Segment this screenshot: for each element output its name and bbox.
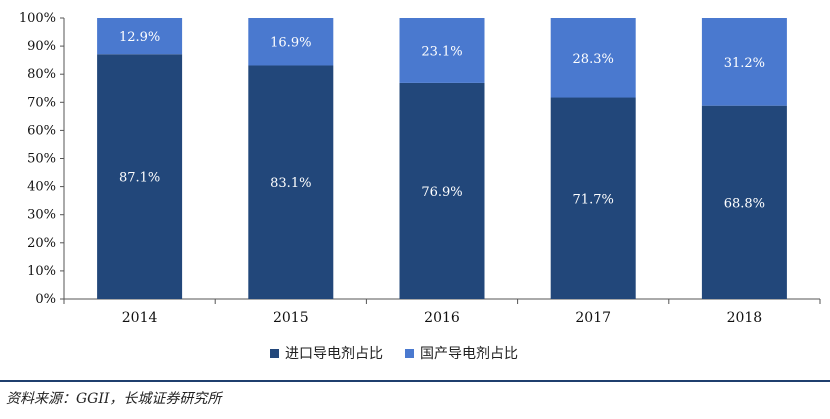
- x-tick-label: 2014: [122, 310, 158, 326]
- y-tick-label: 40%: [27, 180, 56, 195]
- legend-swatch-domestic: [405, 348, 414, 358]
- legend-label-import: 进口导电剂占比: [285, 346, 383, 362]
- data-label: 28.3%: [573, 52, 614, 67]
- source-divider: [0, 380, 830, 382]
- y-tick-label: 80%: [27, 67, 56, 82]
- source-note: 资料来源：GGII，长城证券研究所: [6, 391, 222, 407]
- data-label: 12.9%: [119, 30, 160, 45]
- y-tick-label: 90%: [27, 39, 56, 54]
- data-label: 71.7%: [573, 192, 614, 207]
- bar-segment: [701, 105, 787, 299]
- legend-label-domestic: 国产导电剂占比: [420, 346, 518, 362]
- x-tick-label: 2016: [424, 310, 460, 326]
- bar-segment: [550, 18, 636, 98]
- data-label: 31.2%: [724, 56, 765, 71]
- x-tick-label: 2018: [727, 310, 763, 326]
- legend-item-import: 进口导电剂占比: [270, 343, 383, 363]
- y-tick-label: 0%: [35, 292, 56, 307]
- bar-segment: [701, 18, 787, 106]
- data-label: 23.1%: [421, 44, 462, 59]
- y-tick-label: 60%: [27, 123, 56, 138]
- data-label: 16.9%: [270, 36, 311, 51]
- legend-swatch-import: [270, 348, 279, 358]
- data-label: 76.9%: [421, 185, 462, 200]
- bar-segment: [550, 97, 636, 299]
- y-tick-label: 50%: [27, 152, 56, 167]
- bar-segment: [248, 65, 334, 299]
- stacked-bar-chart: 0% 10% 20% 30% 40% 50% 60% 70% 80% 90% 100% 87.1% 12…: [19, 11, 821, 326]
- data-label: 83.1%: [270, 176, 311, 191]
- bar-segment: [248, 18, 334, 66]
- y-tick-label: 100%: [19, 11, 56, 26]
- legend: 进口导电剂占比 国产导电剂占比: [270, 343, 518, 363]
- legend-item-domestic: 国产导电剂占比: [405, 343, 518, 363]
- data-label: 68.8%: [724, 196, 765, 211]
- x-tick-label: 2015: [273, 310, 309, 326]
- bar-segment: [399, 82, 485, 299]
- bar-segment: [97, 54, 183, 300]
- bar-segment: [97, 18, 183, 55]
- x-tick-label: 2017: [575, 310, 611, 326]
- y-tick-label: 70%: [27, 95, 56, 110]
- y-tick-label: 20%: [27, 236, 56, 251]
- y-tick-label: 30%: [27, 208, 56, 223]
- y-tick-label: 10%: [27, 264, 56, 279]
- bar-segment: [399, 18, 485, 83]
- data-label: 87.1%: [119, 171, 160, 186]
